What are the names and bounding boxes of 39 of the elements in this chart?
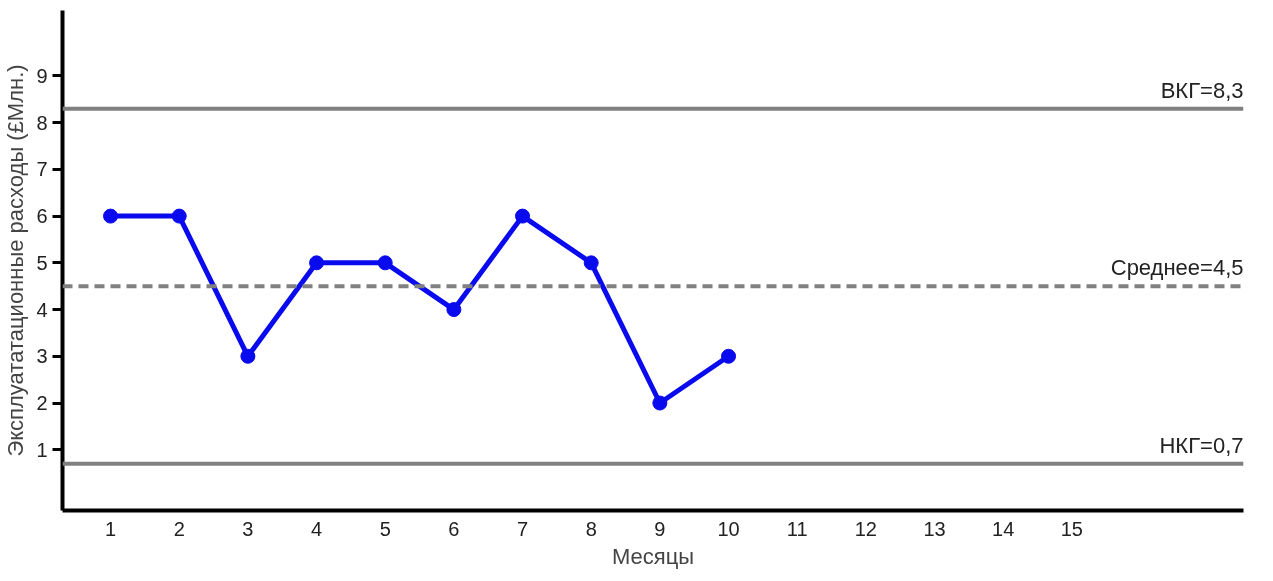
y-tick-label: 6 (36, 205, 48, 228)
y-tick-label: 3 (36, 345, 48, 368)
point (240, 348, 256, 364)
x-axis-title: Месяцы (611, 543, 695, 569)
x-tick-label: 13 (923, 517, 946, 540)
point (309, 255, 325, 271)
x-tick-label: 10 (717, 517, 740, 540)
point (446, 302, 462, 318)
x-tick-label: 7 (516, 517, 529, 540)
y-tick-label: 9 (36, 64, 48, 87)
point (583, 255, 599, 271)
y-axis-title: Эксплуататационные расходы (£Млн.) (3, 64, 29, 457)
y-tick-label: 2 (36, 392, 48, 415)
x-tick-label: 14 (992, 517, 1015, 540)
y-tick-label: 8 (36, 111, 48, 134)
point (171, 208, 187, 224)
point (515, 208, 531, 224)
ref-line-label: НКГ=0,7 (1159, 432, 1244, 458)
point (652, 395, 668, 411)
y-tick-label: 5 (36, 251, 48, 274)
x-tick-label: 15 (1060, 517, 1083, 540)
x-tick-label: 9 (654, 517, 666, 540)
x-tick-label: 2 (173, 517, 185, 540)
x-tick-label: 8 (585, 517, 597, 540)
point (721, 348, 737, 364)
x-tick-label: 6 (448, 517, 460, 540)
ref-line-label: ВКГ=8,3 (1160, 77, 1244, 103)
x-tick-label: 12 (854, 517, 877, 540)
x-tick-label: 4 (310, 517, 323, 540)
ref-line-label: Среднее=4,5 (1110, 255, 1244, 281)
x-tick-label: 5 (379, 517, 391, 540)
x-tick-label: 3 (242, 517, 254, 540)
y-tick-label: 4 (36, 298, 48, 321)
point (377, 255, 393, 271)
x-tick-label: 11 (786, 517, 808, 540)
x-tick-label: 1 (105, 517, 117, 540)
point (103, 208, 119, 224)
y-tick-label: 7 (36, 158, 48, 181)
y-tick-label: 1 (36, 438, 48, 461)
